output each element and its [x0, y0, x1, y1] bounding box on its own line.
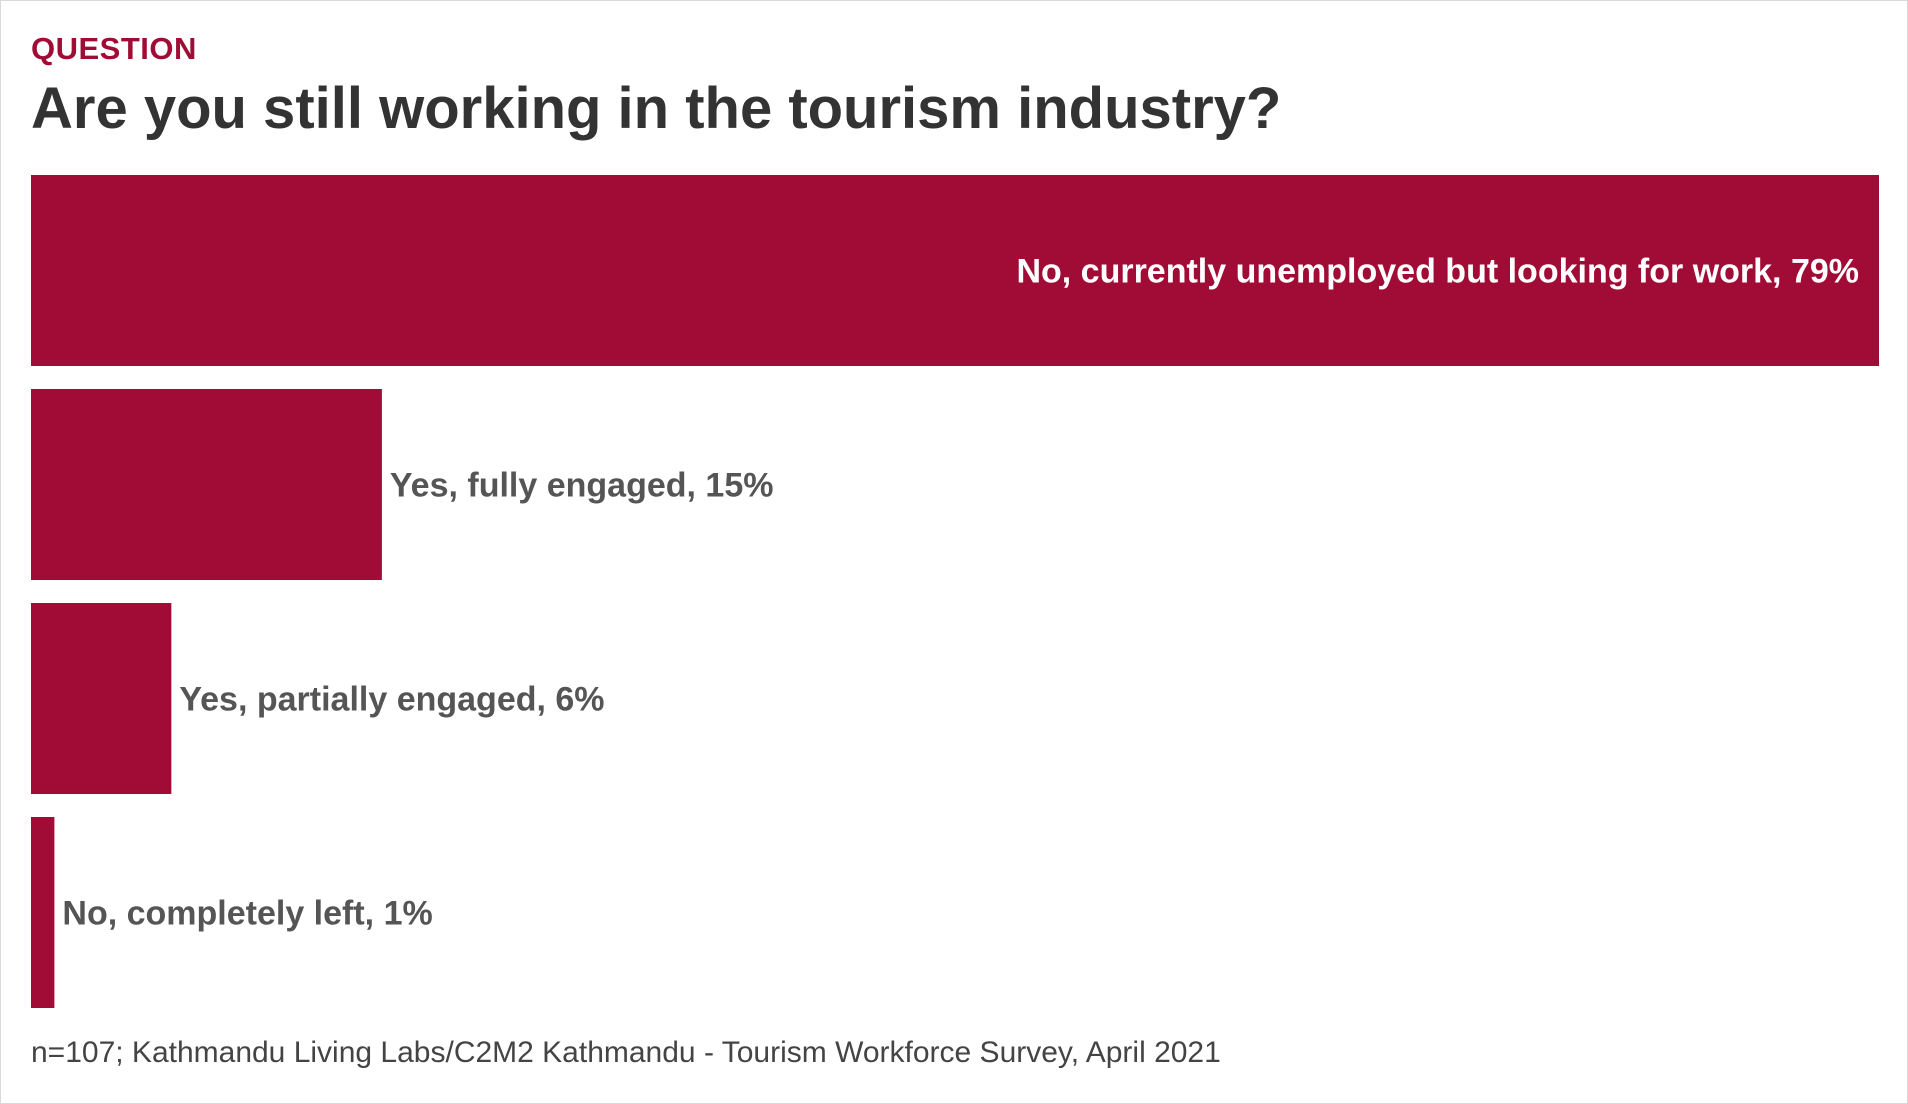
- bar-3: [31, 603, 172, 794]
- bar-4: [31, 817, 55, 1008]
- bar-label-3: Yes, partially engaged, 6%: [179, 681, 604, 719]
- bar-label-2: Yes, fully engaged, 15%: [390, 467, 774, 505]
- question-kicker: QUESTION: [31, 31, 197, 66]
- bar-label-1: No, currently unemployed but looking for…: [1016, 253, 1859, 291]
- bar-label-4: No, completely left, 1%: [62, 895, 432, 933]
- source-note: n=107; Kathmandu Living Labs/C2M2 Kathma…: [31, 1036, 1221, 1069]
- bar-1: [31, 175, 1879, 366]
- bar-2: [31, 389, 382, 580]
- chart-title: Are you still working in the tourism ind…: [31, 76, 1282, 141]
